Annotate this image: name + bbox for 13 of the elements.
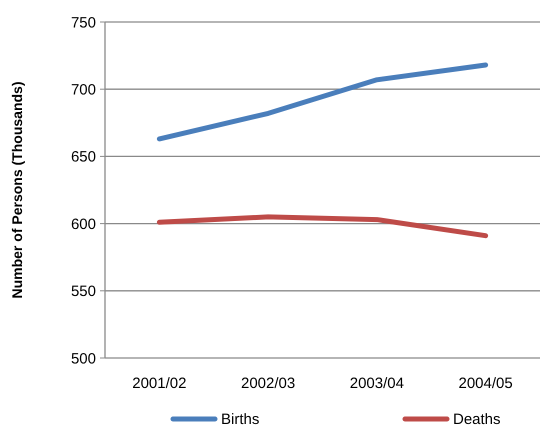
y-axis-title: Number of Persons (Thousands) [9,81,25,299]
x-tick-label: 2003/04 [350,375,404,392]
y-tick-label: 750 [70,14,96,32]
x-tick-label: 2001/02 [132,375,186,392]
y-tick-label: 550 [70,283,96,300]
x-tick-label: 2004/05 [458,375,513,392]
x-tick-label: 2002/03 [241,375,296,392]
y-tick-label: 600 [70,216,96,233]
legend-label: Births [221,411,260,428]
y-tick-label: 700 [70,81,96,98]
y-tick-label: 500 [70,350,96,368]
y-tick-label: 650 [70,148,96,166]
legend-label: Deaths [453,411,501,428]
